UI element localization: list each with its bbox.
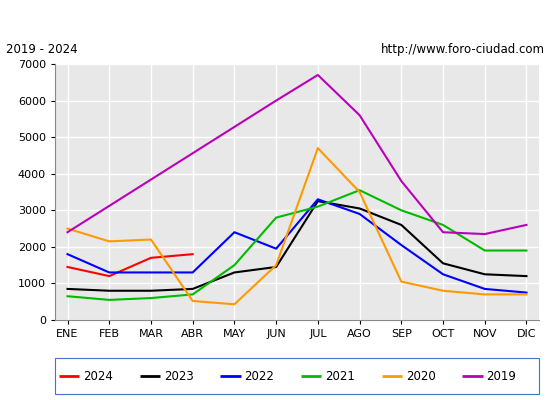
- Text: 2021: 2021: [325, 370, 355, 382]
- Text: 2023: 2023: [164, 370, 194, 382]
- FancyBboxPatch shape: [55, 358, 539, 394]
- Text: 2024: 2024: [83, 370, 113, 382]
- Text: Evolucion Nº Turistas Nacionales en el municipio de Sanchidrín: Evolucion Nº Turistas Nacionales en el m…: [45, 10, 505, 26]
- Text: 2019 - 2024: 2019 - 2024: [6, 44, 77, 56]
- Text: 2022: 2022: [245, 370, 274, 382]
- Text: 2019: 2019: [487, 370, 516, 382]
- Text: http://www.foro-ciudad.com: http://www.foro-ciudad.com: [381, 44, 544, 56]
- Text: 2020: 2020: [406, 370, 436, 382]
